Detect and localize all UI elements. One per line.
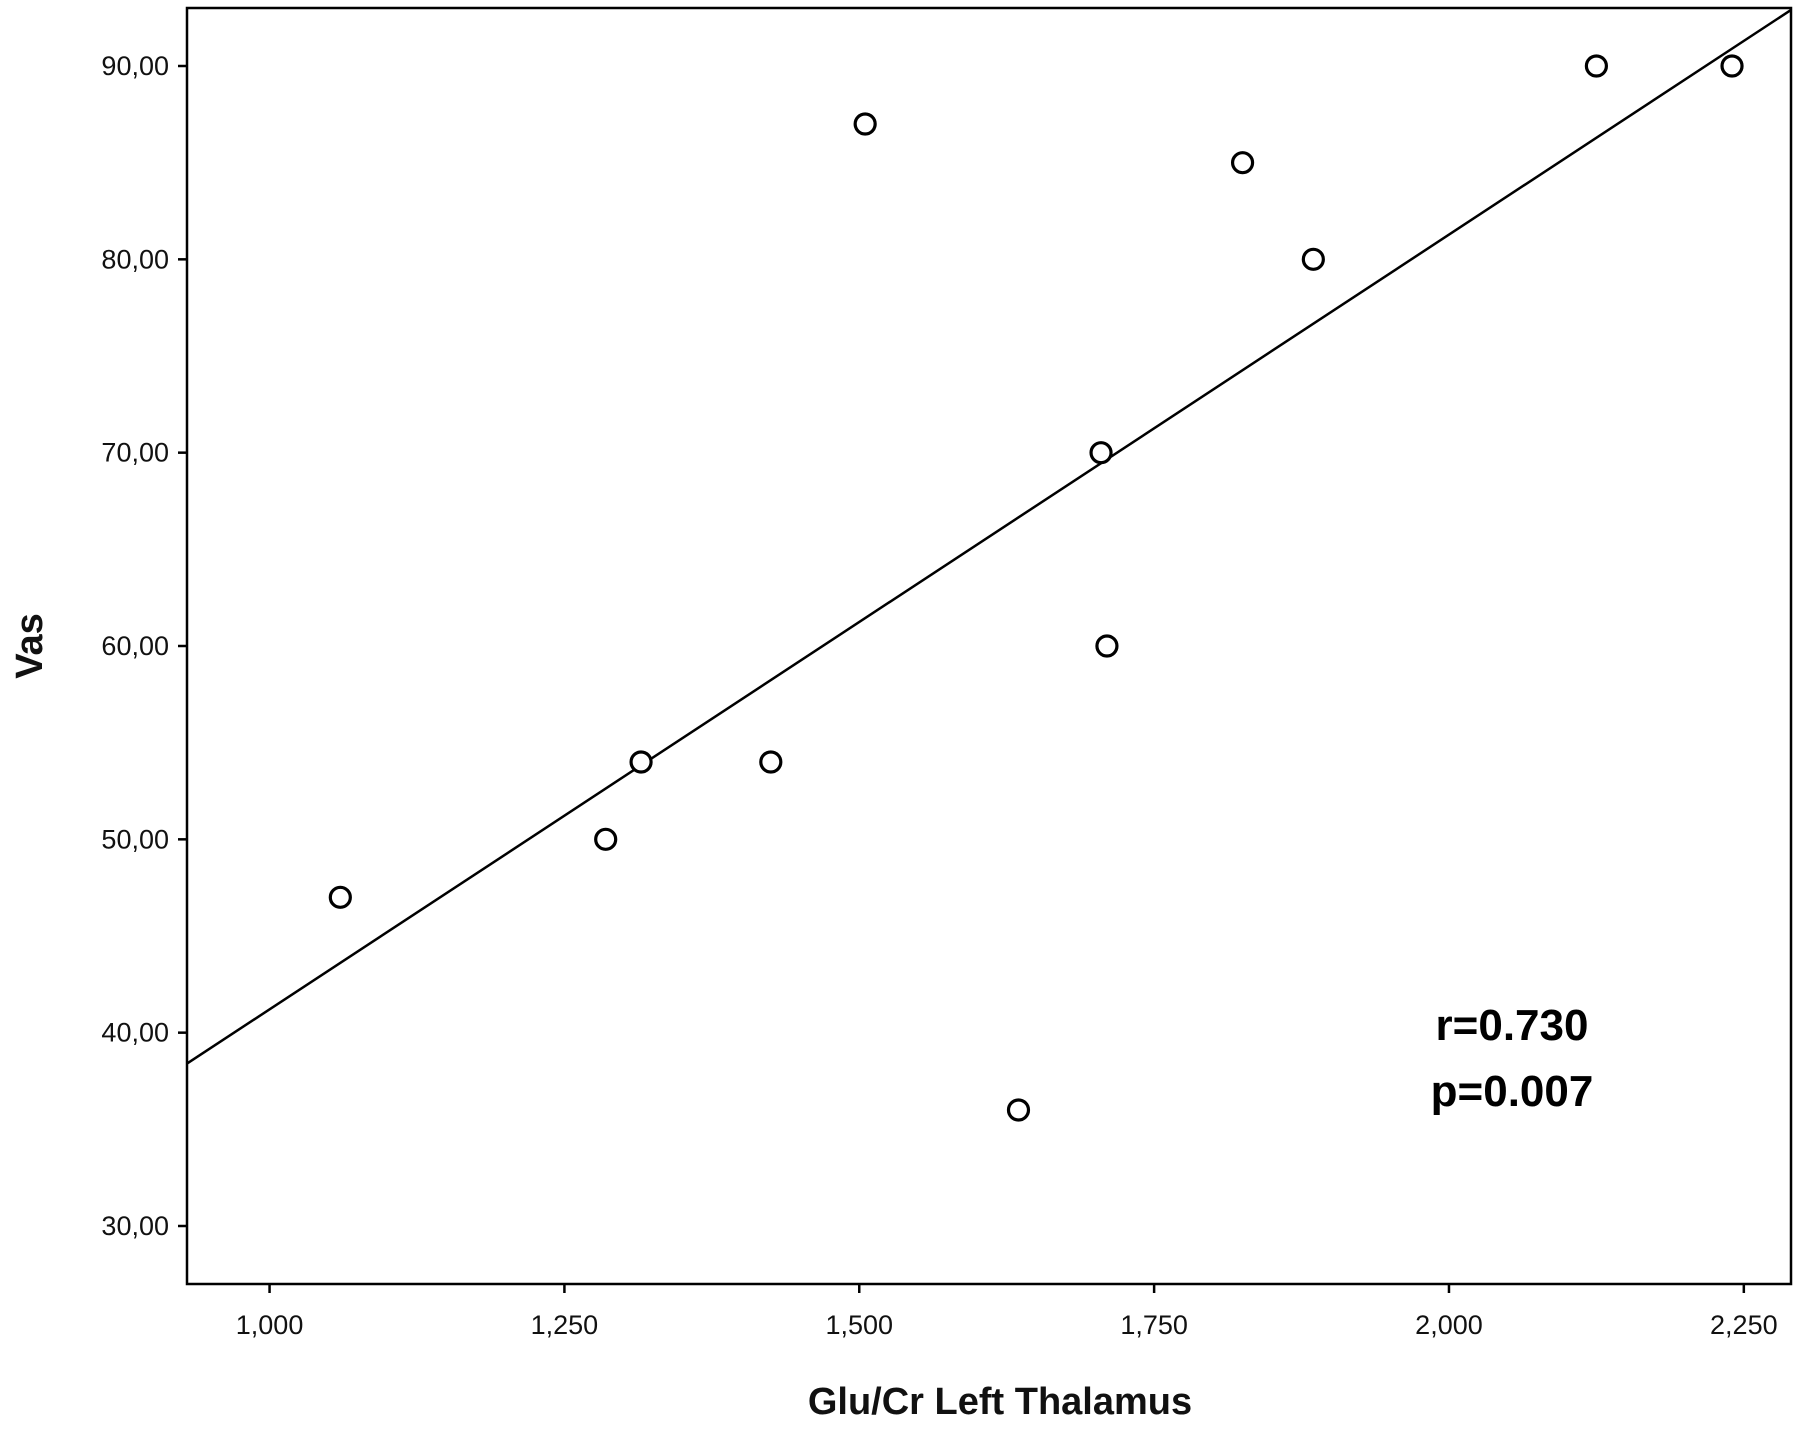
plot-frame: [185, 6, 1793, 1286]
y-tick-label: 80,00: [101, 244, 169, 274]
data-point: [1006, 1098, 1031, 1122]
data-point: [1301, 247, 1325, 271]
x-tick-label: 1,500: [825, 1310, 893, 1340]
x-tick-label: 1,250: [531, 1310, 599, 1340]
x-axis: 1,000 1,250 1,500 1,750 2,000 2,250: [236, 1284, 1778, 1340]
y-tick-label: 40,00: [101, 1018, 169, 1048]
y-axis: 30,00 40,00 50,00 60,00 70,00 80,00 90,00: [101, 51, 187, 1241]
annotation-p: p=0.007: [1431, 1067, 1594, 1116]
y-tick-label: 60,00: [101, 631, 169, 661]
x-tick-label: 1,750: [1120, 1310, 1188, 1340]
x-axis-title: Glu/Cr Left Thalamus: [808, 1381, 1192, 1423]
data-point: [1230, 151, 1255, 175]
data-point: [853, 112, 877, 136]
data-point: [594, 827, 618, 851]
data-point: [1089, 441, 1113, 465]
data-point: [759, 750, 783, 774]
data-points: [328, 54, 1744, 1122]
annotation-r: r=0.730: [1436, 1001, 1589, 1050]
x-tick-label: 1,000: [236, 1310, 304, 1340]
x-tick-label: 2,000: [1415, 1310, 1483, 1340]
regression-line: [186, 8, 1792, 1065]
data-point: [1584, 54, 1608, 78]
y-tick-label: 50,00: [101, 824, 169, 854]
data-point: [1095, 634, 1119, 658]
x-tick-label: 2,250: [1710, 1310, 1778, 1340]
data-point: [328, 885, 352, 909]
y-axis-title: Vas: [9, 613, 51, 679]
y-tick-label: 70,00: [101, 438, 169, 468]
data-point: [1720, 54, 1744, 78]
y-tick-label: 90,00: [101, 51, 169, 81]
data-point: [629, 750, 653, 774]
y-tick-label: 30,00: [101, 1211, 169, 1241]
